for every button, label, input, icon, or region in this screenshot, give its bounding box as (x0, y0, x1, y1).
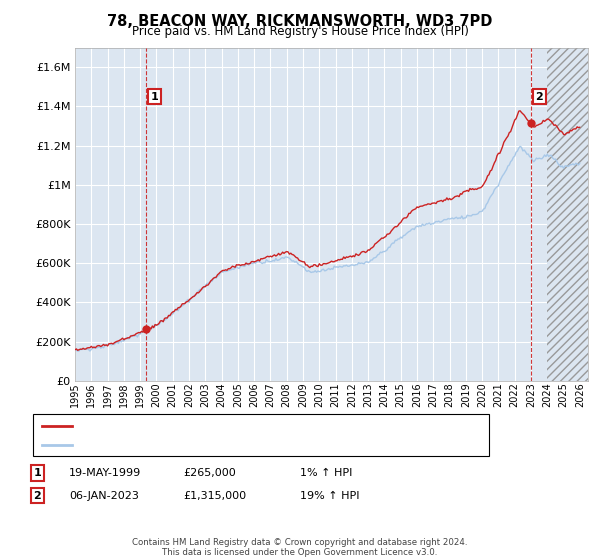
Text: 19-MAY-1999: 19-MAY-1999 (69, 468, 141, 478)
Text: 06-JAN-2023: 06-JAN-2023 (69, 491, 139, 501)
Text: 1: 1 (34, 468, 41, 478)
Text: 19% ↑ HPI: 19% ↑ HPI (300, 491, 359, 501)
Text: £265,000: £265,000 (183, 468, 236, 478)
Text: 2: 2 (34, 491, 41, 501)
Text: 1% ↑ HPI: 1% ↑ HPI (300, 468, 352, 478)
Text: 78, BEACON WAY, RICKMANSWORTH, WD3 7PD: 78, BEACON WAY, RICKMANSWORTH, WD3 7PD (107, 14, 493, 29)
Text: 2: 2 (535, 92, 543, 101)
Bar (547, 48, 588, 381)
Text: Contains HM Land Registry data © Crown copyright and database right 2024.
This d: Contains HM Land Registry data © Crown c… (132, 538, 468, 557)
Text: 78, BEACON WAY, RICKMANSWORTH, WD3 7PD (detached house): 78, BEACON WAY, RICKMANSWORTH, WD3 7PD (… (78, 421, 418, 431)
Bar (547, 48, 588, 381)
Text: 1: 1 (151, 92, 158, 101)
Text: Price paid vs. HM Land Registry's House Price Index (HPI): Price paid vs. HM Land Registry's House … (131, 25, 469, 38)
Text: £1,315,000: £1,315,000 (183, 491, 246, 501)
Text: HPI: Average price, detached house, Three Rivers: HPI: Average price, detached house, Thre… (78, 440, 337, 450)
